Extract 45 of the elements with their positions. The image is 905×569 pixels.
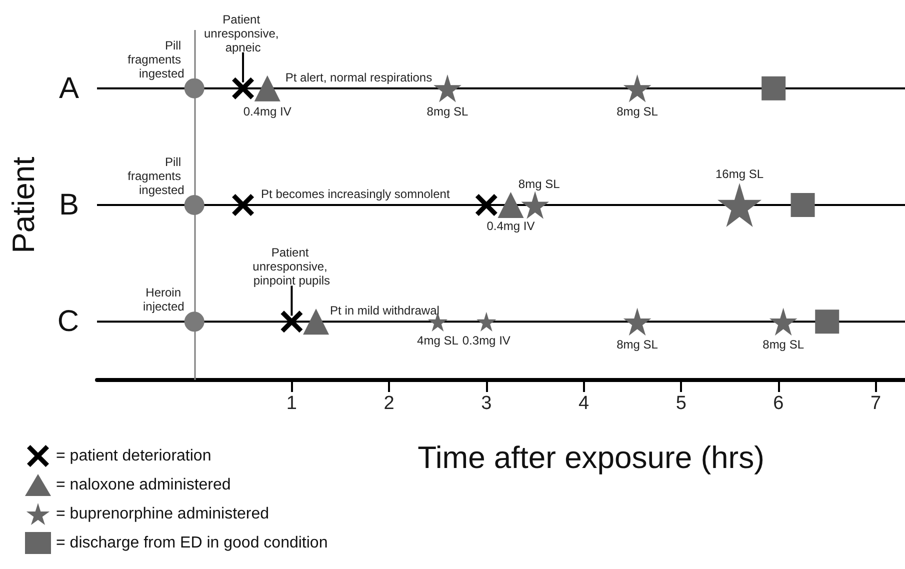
- x-tick-label: 5: [676, 393, 686, 414]
- x-tick-label: 2: [384, 393, 394, 414]
- point: [303, 308, 330, 335]
- y-tick-label: C: [57, 305, 79, 338]
- legend-label: = discharge from ED in good condition: [56, 534, 328, 552]
- annotation: Pt alert, normal respirations: [285, 70, 432, 84]
- annotation: Patient unresponsive, pinpoint pupils: [252, 246, 331, 288]
- point: [254, 75, 280, 102]
- annotation: 8mg SL: [616, 104, 658, 118]
- annotation: Pill fragments ingested: [128, 38, 184, 80]
- annotation: 0.3mg IV: [462, 334, 510, 348]
- annotation: Heroin injected: [142, 286, 184, 314]
- point: [498, 192, 524, 218]
- point: [184, 78, 204, 98]
- annotation: Pill fragments ingested: [128, 155, 184, 197]
- annotation: Pt in mild withdrawal: [330, 304, 440, 318]
- annotation: 8mg SL: [426, 104, 468, 118]
- annotation: 8mg SL: [518, 177, 560, 191]
- point: [762, 76, 786, 100]
- annotation: 16mg SL: [715, 167, 764, 181]
- annotation: Patient unresponsive, apneic: [204, 12, 282, 54]
- annotation: Pt becomes increasingly somnolent: [261, 187, 450, 201]
- point: [232, 77, 254, 100]
- x-tick-label: 1: [286, 393, 297, 414]
- point: [184, 195, 204, 215]
- x-axis-title: Time after exposure (hrs): [418, 440, 764, 475]
- annotation: 8mg SL: [616, 338, 658, 352]
- y-tick-label: B: [58, 188, 79, 222]
- annotation: 4mg SL: [417, 334, 459, 348]
- annotation: 8mg SL: [762, 338, 804, 352]
- annotation: 0.4mg IV: [486, 219, 535, 233]
- annotation: 0.4mg IV: [243, 104, 292, 118]
- y-tick-label: A: [58, 72, 79, 105]
- x-tick-label: 4: [578, 393, 590, 414]
- point: [790, 193, 815, 217]
- point: [184, 312, 204, 332]
- x-tick-label: 7: [870, 393, 882, 414]
- x-tick-label: 6: [773, 393, 784, 414]
- y-axis-title: Patient: [6, 156, 41, 254]
- legend-label: = naloxone administered: [56, 476, 231, 494]
- point: [815, 310, 840, 334]
- legend-label: = patient deterioration: [56, 448, 212, 464]
- x-tick-label: 3: [481, 393, 492, 414]
- point: [232, 194, 254, 216]
- legend-label: = buprenorphine administered: [56, 506, 270, 522]
